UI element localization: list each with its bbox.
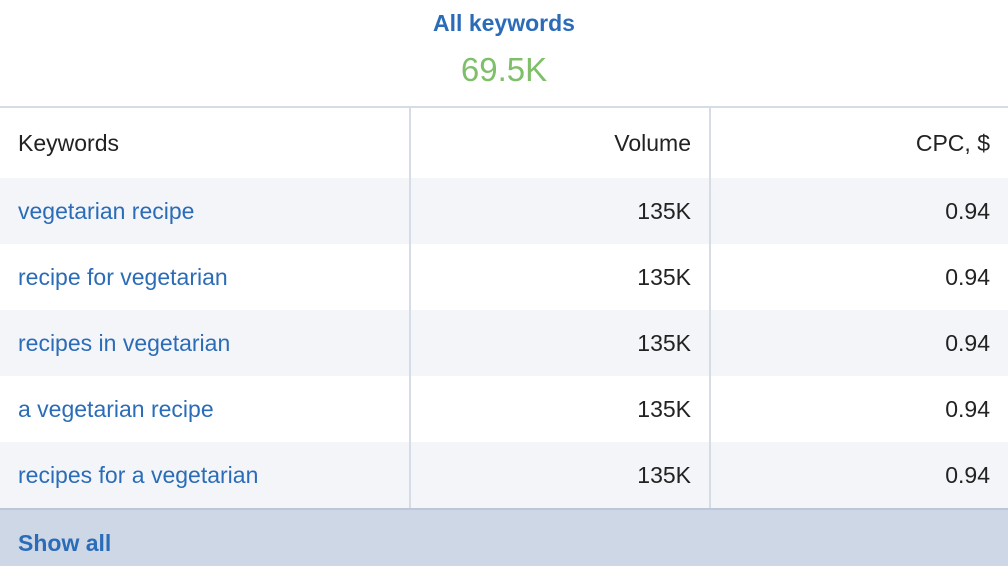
show-all-link[interactable]: Show all <box>0 508 1008 566</box>
column-header[interactable]: Volume <box>410 108 711 178</box>
cell: 0.94 <box>945 395 990 422</box>
cell: 0.94 <box>945 197 990 224</box>
total: 69.5K <box>460 51 548 88</box>
table-row: recipes in vegetarian 135K 0.94 <box>0 310 1008 376</box>
column-header[interactable]: Keywords <box>0 108 411 178</box>
table-body: vegetarian recipe 135K 0.94 recipe for vege… <box>0 178 1008 508</box>
keyword-link[interactable]: vegetarian recipe <box>0 178 411 244</box>
table-row: recipes for a vegetarian 135K 0.94 <box>0 442 1008 508</box>
cell: 0.94 <box>945 329 990 356</box>
table-row: a vegetarian recipe 135K 0.94 <box>0 376 1008 442</box>
cell: 0.94 <box>945 461 990 488</box>
keyword-table: Keywords Volume CPC, $ vegetarian recipe 13… <box>0 108 1008 508</box>
keyword-link[interactable]: recipe for vegetarian <box>0 244 411 310</box>
table-row: vegetarian recipe 135K 0.94 <box>0 178 1008 244</box>
keyword-link[interactable]: recipes in vegetarian <box>0 310 411 376</box>
cell: 135K <box>410 244 711 310</box>
cell: 135K <box>410 442 711 508</box>
title[interactable]: All keywords <box>433 10 575 36</box>
keyword-link[interactable]: recipes for a vegetarian <box>0 442 411 508</box>
table-row: recipe for vegetarian 135K 0.94 <box>0 244 1008 310</box>
keyword-link[interactable]: a vegetarian recipe <box>0 376 411 442</box>
column-header[interactable]: CPC, $ <box>915 129 990 156</box>
header: All keywords 69.5K <box>0 0 1008 108</box>
cell: 135K <box>410 178 711 244</box>
header-row: Keywords Volume CPC, $ <box>0 108 1008 178</box>
cell: 0.94 <box>945 263 990 290</box>
cell: 135K <box>410 310 711 376</box>
cell: 135K <box>410 376 711 442</box>
